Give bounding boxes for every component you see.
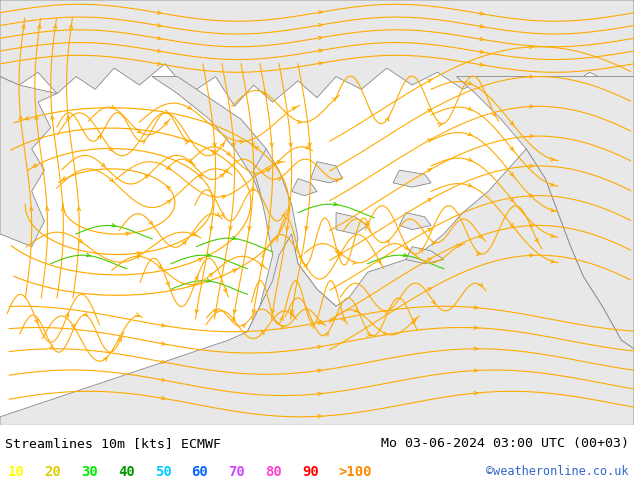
Text: 40: 40 bbox=[118, 465, 134, 479]
Polygon shape bbox=[0, 76, 57, 246]
Text: 10: 10 bbox=[8, 465, 24, 479]
Text: 50: 50 bbox=[155, 465, 171, 479]
Polygon shape bbox=[311, 162, 342, 183]
Polygon shape bbox=[292, 179, 317, 196]
Text: Mo 03-06-2024 03:00 UTC (00+03): Mo 03-06-2024 03:00 UTC (00+03) bbox=[381, 437, 629, 450]
Polygon shape bbox=[247, 149, 298, 340]
Text: 90: 90 bbox=[302, 465, 318, 479]
Text: 30: 30 bbox=[81, 465, 98, 479]
Polygon shape bbox=[0, 149, 634, 425]
Text: 20: 20 bbox=[44, 465, 61, 479]
Text: ©weatheronline.co.uk: ©weatheronline.co.uk bbox=[486, 466, 629, 478]
Text: >100: >100 bbox=[339, 465, 372, 479]
Polygon shape bbox=[152, 76, 349, 340]
Polygon shape bbox=[456, 76, 634, 349]
Text: Streamlines 10m [kts] ECMWF: Streamlines 10m [kts] ECMWF bbox=[5, 437, 221, 450]
Text: 70: 70 bbox=[228, 465, 245, 479]
Text: 60: 60 bbox=[191, 465, 208, 479]
Text: 80: 80 bbox=[265, 465, 281, 479]
Polygon shape bbox=[0, 0, 634, 106]
Polygon shape bbox=[393, 170, 431, 187]
Polygon shape bbox=[336, 213, 368, 234]
Polygon shape bbox=[399, 213, 431, 230]
Polygon shape bbox=[406, 246, 444, 264]
